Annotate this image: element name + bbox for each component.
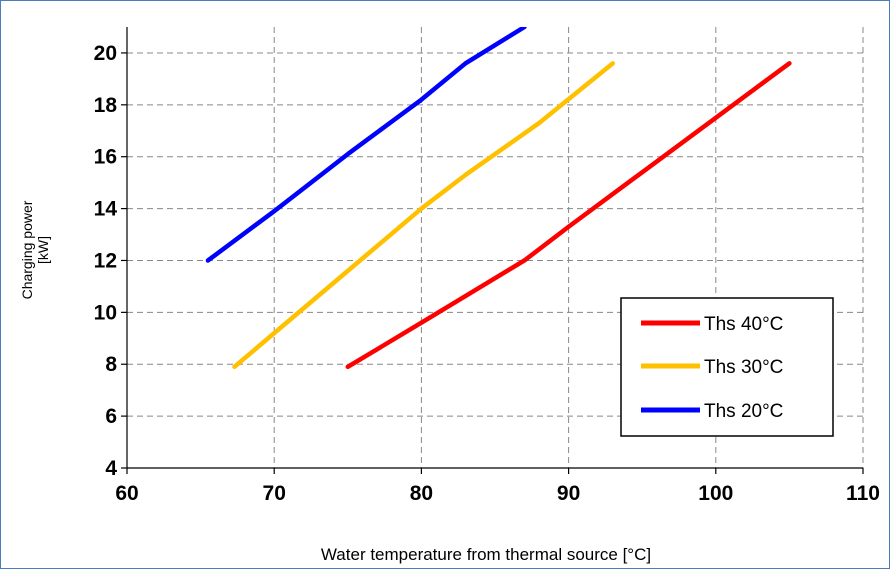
x-tick-label: 80 (410, 482, 433, 505)
y-tick-label: 14 (94, 198, 118, 221)
legend: Ths 40°C Ths 30°C Ths 20°C (620, 297, 834, 437)
x-axis-title: Water temperature from thermal source [°… (321, 545, 651, 564)
y-axis-title: Charging power [kW] (19, 200, 51, 299)
legend-label: Ths 30°C (704, 357, 783, 378)
legend-label: Ths 20°C (704, 401, 783, 422)
x-tick-label: 70 (263, 482, 286, 505)
y-tick-label: 8 (105, 353, 117, 376)
series-line (345, 61, 792, 370)
y-tick-label: 10 (94, 301, 117, 324)
series-line (205, 27, 527, 263)
axes (121, 27, 864, 474)
x-tick-label: 90 (557, 482, 580, 505)
x-tick-label: 110 (846, 482, 880, 505)
y-tick-labels: 4 6 8 10 12 14 16 18 20 (94, 42, 118, 480)
y-tick-label: 4 (105, 457, 117, 480)
x-tick-label: 100 (698, 482, 733, 505)
y-tick-label: 18 (94, 94, 118, 117)
y-axis-title-line2: [kW] (35, 236, 51, 264)
x-tick-label: 60 (115, 482, 138, 505)
y-tick-label: 16 (94, 146, 117, 169)
y-tick-label: 20 (94, 42, 117, 65)
y-axis-title-line1: Charging power (19, 200, 35, 299)
y-tick-label: 6 (105, 405, 117, 428)
legend-label: Ths 40°C (704, 314, 783, 335)
series-line (232, 61, 616, 370)
series-lines (205, 27, 792, 370)
x-tick-labels: 60 70 80 90 100 110 (115, 482, 880, 505)
y-tick-label: 12 (94, 249, 117, 272)
